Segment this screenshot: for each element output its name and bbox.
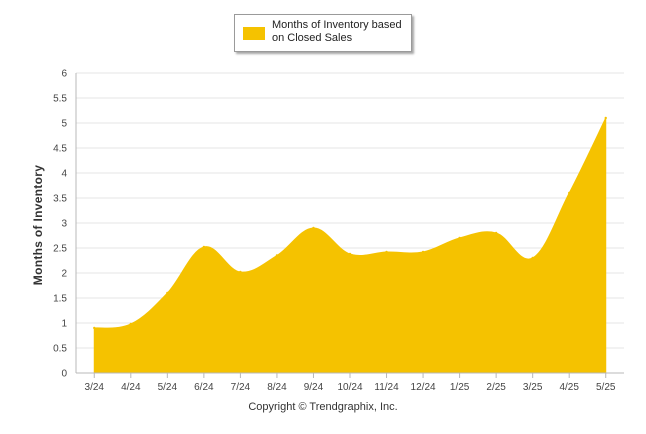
legend-swatch — [243, 27, 265, 40]
y-tick-label: 0 — [61, 369, 67, 380]
y-tick-label: 0.5 — [53, 344, 67, 355]
x-tick-label: 7/24 — [231, 382, 251, 393]
area-fill — [93, 117, 607, 374]
y-tick-label: 4.5 — [53, 144, 67, 155]
x-tick-label: 4/25 — [559, 382, 579, 393]
data-point — [129, 322, 132, 326]
y-tick-label: 5 — [61, 119, 67, 130]
data-point — [568, 191, 571, 195]
y-tick-label: 2 — [61, 269, 67, 280]
x-tick-label: 3/24 — [85, 382, 105, 393]
data-point — [312, 226, 315, 230]
data-point — [458, 236, 461, 240]
x-tick-label: 6/24 — [194, 382, 214, 393]
copyright-footer: Copyright © Trendgraphix, Inc. — [248, 401, 398, 413]
x-tick-label: 5/25 — [596, 382, 616, 393]
data-point — [385, 250, 388, 254]
x-tick-label: 3/25 — [523, 382, 543, 393]
y-tick-label: 6 — [61, 69, 67, 80]
y-tick-label: 3 — [61, 219, 67, 230]
y-tick-label: 1.5 — [53, 294, 67, 305]
data-point — [239, 270, 242, 274]
legend: Months of Inventory based on Closed Sale… — [234, 14, 412, 52]
x-tick-label: 9/24 — [304, 382, 324, 393]
data-point — [275, 254, 279, 257]
axes — [75, 73, 624, 378]
data-point — [202, 245, 206, 249]
y-tick-label: 2.5 — [53, 244, 67, 255]
x-tick-labels: 3/24 4/24 5/24 6/24 7/24 8/24 9/24 10/24 11/24 12… — [85, 382, 616, 393]
data-point — [166, 291, 169, 295]
data-point — [604, 116, 607, 120]
x-tick-label: 12/24 — [411, 382, 436, 393]
x-tick-label: 1/25 — [450, 382, 470, 393]
data-point — [421, 250, 425, 254]
y-tick-labels: 0 0.5 1 1.5 2 2.5 3 3.5 4 4.5 5 5.5 6 — [53, 69, 67, 380]
y-tick-label: 1 — [61, 319, 67, 330]
legend-label: Months of Inventory based on Closed Sale… — [272, 19, 402, 44]
x-tick-label: 2/25 — [486, 382, 506, 393]
data-point — [494, 231, 498, 235]
y-axis-title: Months of Inventory — [31, 164, 45, 286]
x-tick-label: 4/24 — [121, 382, 141, 393]
x-tick-label: 5/24 — [158, 382, 178, 393]
x-tick-label: 10/24 — [337, 382, 362, 393]
area-series — [93, 116, 607, 374]
y-tick-label: 4 — [61, 169, 67, 180]
y-tick-label: 3.5 — [53, 194, 67, 205]
x-tick-label: 11/24 — [374, 382, 399, 393]
data-point — [348, 252, 352, 256]
y-tick-label: 5.5 — [53, 94, 67, 105]
data-point — [531, 256, 534, 260]
x-tick-label: 8/24 — [267, 382, 287, 393]
data-point — [93, 326, 96, 330]
